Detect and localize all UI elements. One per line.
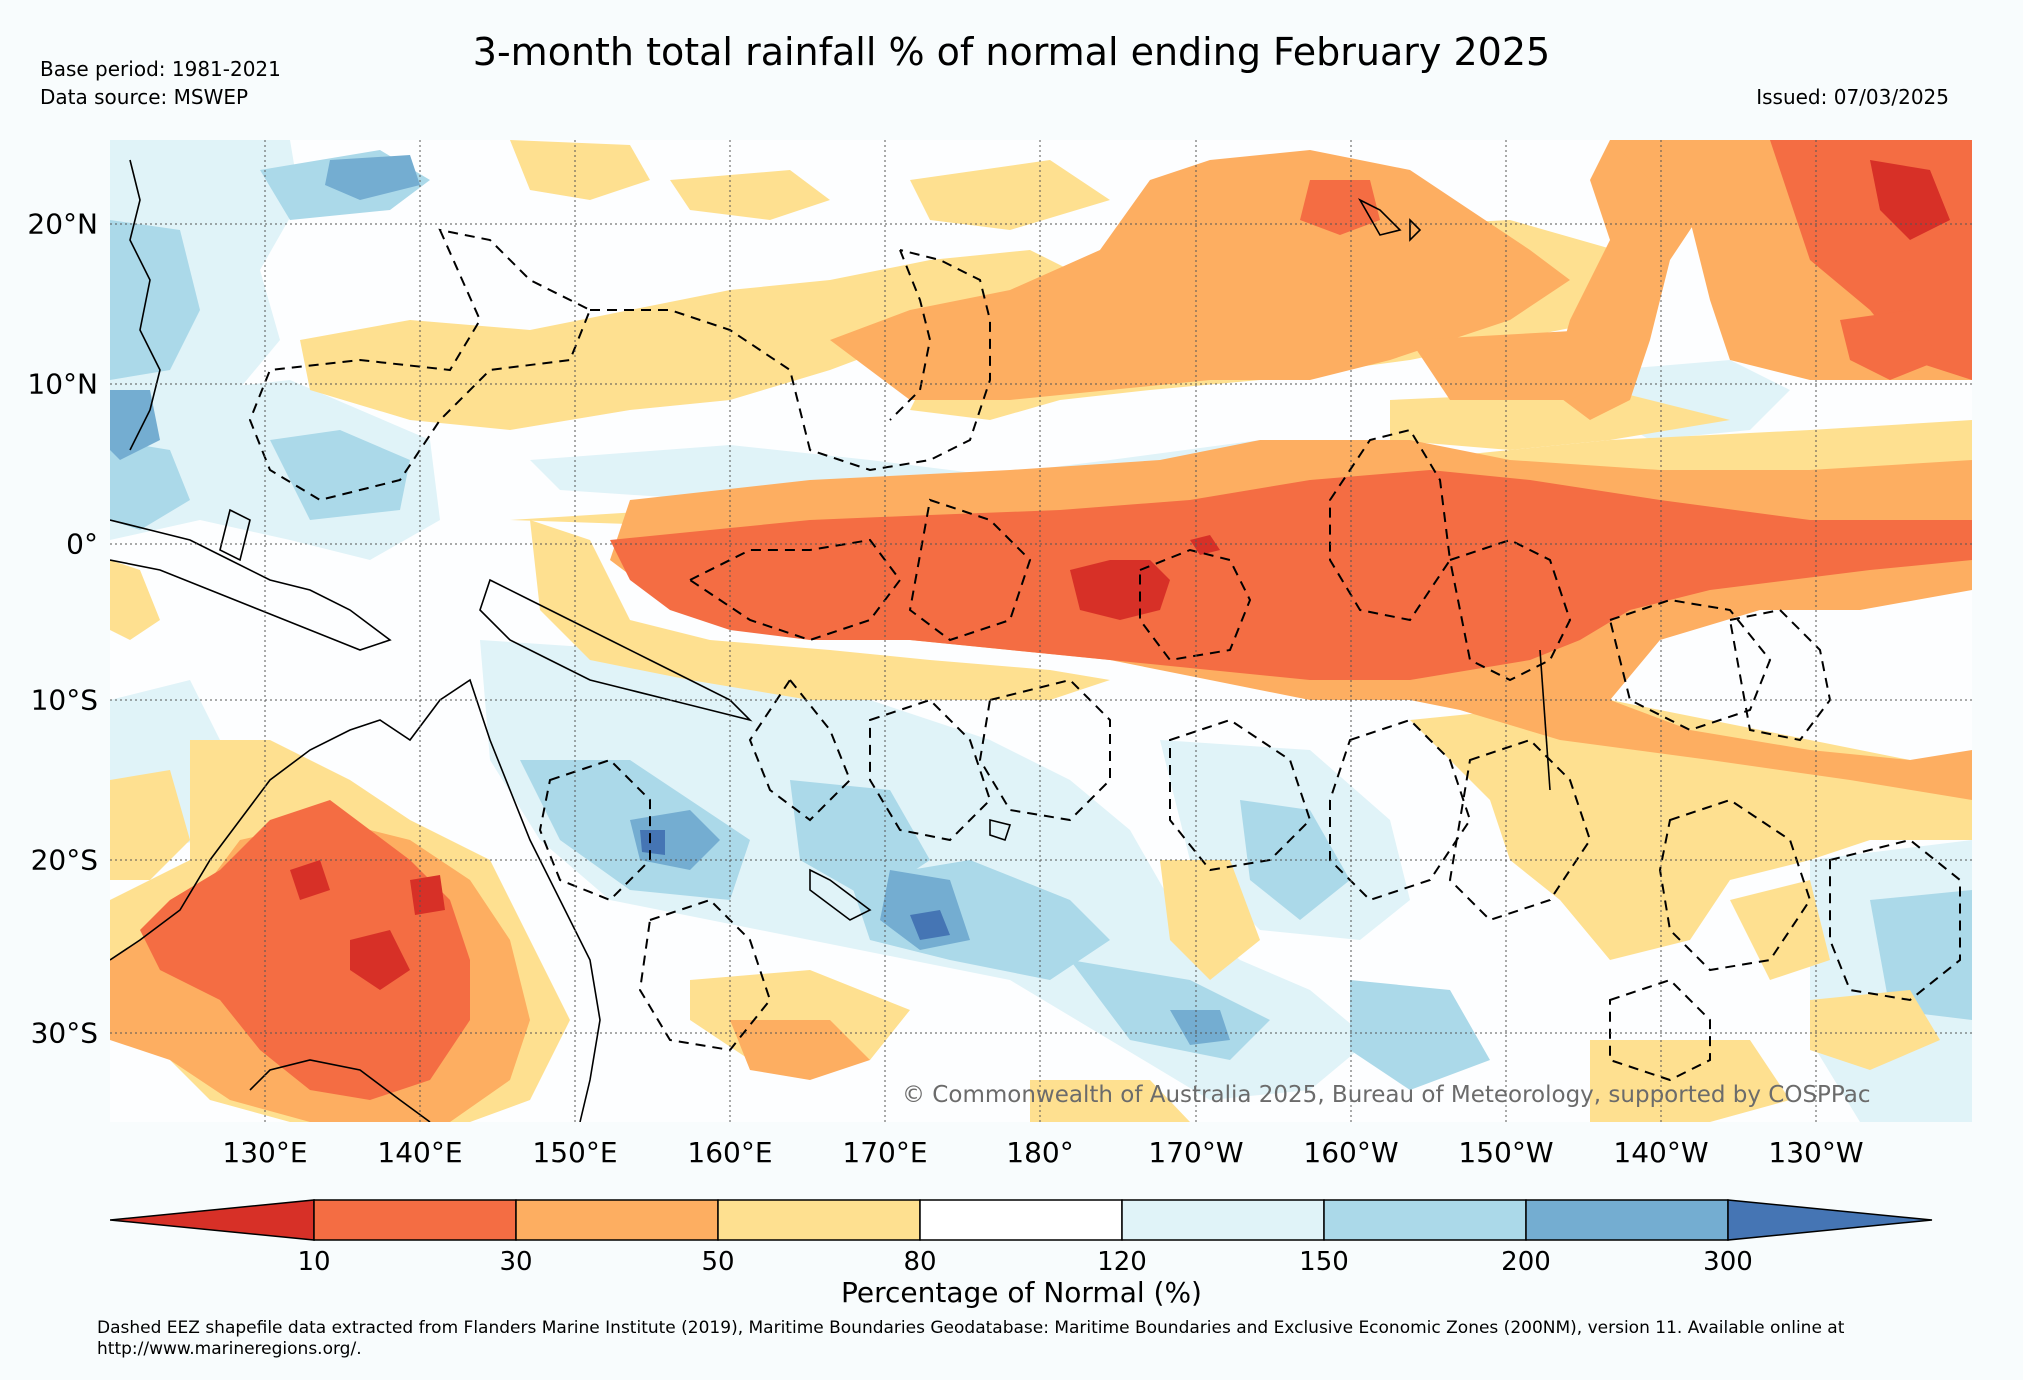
copyright-notice: © Commonwealth of Australia 2025, Bureau… [902, 1082, 1871, 1108]
colorbar-bin [919, 1199, 1123, 1241]
longitude-tick: 140°W [1613, 1136, 1709, 1169]
colorbar-label: 120 [1097, 1247, 1147, 1277]
latitude-tick: 10°S [30, 683, 98, 717]
latitude-tick: 30°S [30, 1016, 98, 1050]
colorbar-arrow-low [110, 1199, 315, 1241]
rainfall-map-canvas [110, 140, 1972, 1122]
longitude-tick: 150°W [1458, 1136, 1554, 1169]
colorbar-label: 300 [1703, 1247, 1753, 1277]
colorbar-label: 200 [1501, 1247, 1551, 1277]
anomaly-deep-blue-regions [640, 830, 950, 940]
colorbar-label: 150 [1299, 1247, 1349, 1277]
anomaly-red-regions [290, 160, 1950, 990]
colorbar-arrow-high [1727, 1199, 1933, 1241]
latitude-tick: 10°N [27, 367, 98, 401]
colorbar-bin [515, 1199, 719, 1241]
issued-date-label: Issued: 07/03/2025 [1756, 85, 1949, 109]
longitude-tick: 160°E [687, 1136, 773, 1169]
colorbar-label: 50 [701, 1247, 735, 1277]
colorbar-bin [313, 1199, 517, 1241]
longitude-tick: 140°E [377, 1136, 463, 1169]
colorbar-label: 80 [903, 1247, 937, 1277]
colorbar-label: 30 [499, 1247, 533, 1277]
graticule [110, 140, 1972, 1122]
colorbar-bin [1121, 1199, 1325, 1241]
latitude-tick: 20°N [27, 207, 98, 241]
latitude-tick: 20°S [30, 843, 98, 877]
longitude-tick: 150°E [532, 1136, 618, 1169]
longitude-tick: 170°E [842, 1136, 928, 1169]
base-period-label: Base period: 1981-2021 [40, 57, 281, 81]
data-source-label: Data source: MSWEP [40, 85, 249, 109]
longitude-tick: 160°W [1303, 1136, 1399, 1169]
colorbar-title: Percentage of Normal (%) [841, 1276, 1202, 1309]
map-title: 3-month total rainfall % of normal endin… [472, 30, 1551, 74]
colorbar-bin [717, 1199, 921, 1241]
eez-boundaries [248, 228, 1961, 1082]
anomaly-orange-regions [140, 140, 1972, 1100]
latitude-tick: 0° [66, 527, 98, 561]
colorbar [110, 1199, 1933, 1241]
longitude-tick: 130°E [222, 1136, 308, 1169]
rainfall-map [110, 140, 1972, 1122]
footnote: Dashed EEZ shapefile data extracted from… [97, 1318, 1845, 1359]
colorbar-bin [1525, 1199, 1729, 1241]
longitude-tick: 180° [1006, 1136, 1074, 1169]
colorbar-bin [1323, 1199, 1527, 1241]
longitude-tick: 170°W [1148, 1136, 1244, 1169]
colorbar-label: 10 [297, 1247, 331, 1277]
longitude-tick: 130°W [1768, 1136, 1864, 1169]
